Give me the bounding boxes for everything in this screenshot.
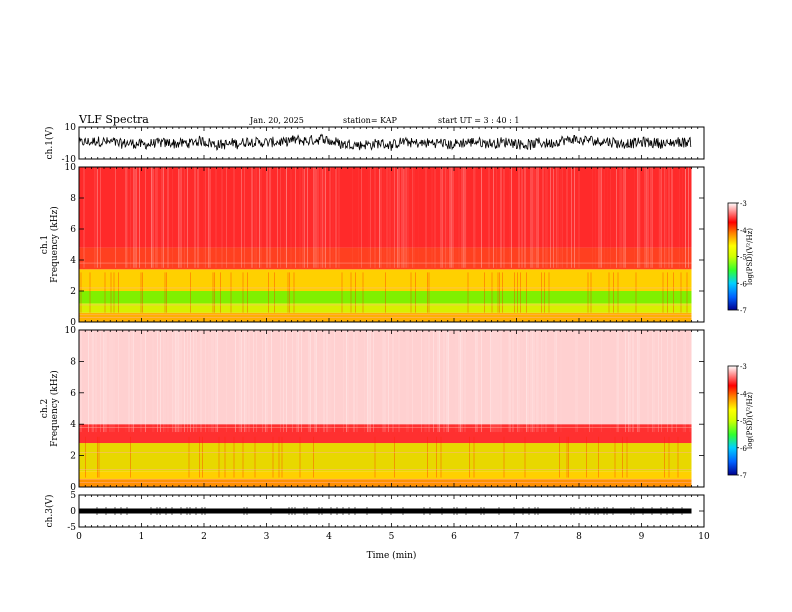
ch2-spectrogram-panel: 0 2 4 6 8 10 ch.2 Frequency (kHz) — [40, 326, 705, 493]
y-axis-label: ch.1(V) — [44, 127, 55, 160]
y-tick-label: -10 — [62, 155, 77, 165]
x-axis-label: Time (min) — [367, 550, 417, 561]
colorbar-tick-label: -4 — [740, 390, 747, 398]
colorbar-tick-label: -6 — [740, 280, 747, 288]
x-tick-label: 1 — [139, 532, 145, 542]
spectral-band — [79, 291, 692, 304]
header-date: Jan. 20, 2025 — [249, 116, 304, 125]
colorbar-label: log(PSD)(V²/Hz) — [746, 392, 754, 449]
y-tick-label: 4 — [70, 256, 76, 266]
colorbar-scale — [727, 365, 738, 476]
ch1-waveform-line — [78, 133, 692, 151]
ch1-waveform-panel: 10 -10 ch.1(V) — [44, 123, 705, 165]
colorbar-scale — [727, 202, 738, 311]
y-tick-label: 10 — [65, 123, 77, 133]
header-station: station= KAP — [343, 116, 398, 125]
x-tick-label: 2 — [201, 532, 207, 542]
y-tick-label: 8 — [70, 194, 76, 204]
ch1-colorbar: -3 -4 -5 -6 -7 log(PSD)(V²/Hz) — [727, 200, 754, 315]
spectral-band — [79, 479, 692, 487]
x-tick-label: 3 — [264, 532, 270, 542]
ch3-waveform-panel: 5 0 -5 ch.3(V) — [44, 491, 705, 533]
y-tick-label: 2 — [70, 287, 76, 297]
y-tick-label: 2 — [70, 452, 76, 462]
y-axis-label: Frequency (kHz) — [49, 370, 60, 447]
y-tick-label: 8 — [70, 357, 76, 367]
colorbar-tick-label: -6 — [740, 445, 747, 453]
y-axis-label: ch.2 — [40, 399, 50, 418]
time-axis: 0 1 2 3 4 5 6 7 8 9 10 Time (min) — [76, 532, 710, 561]
y-axis-label: ch.3(V) — [44, 495, 55, 528]
colorbar-tick-label: -5 — [740, 254, 747, 262]
y-tick-label: 5 — [70, 491, 76, 501]
colorbar-label: log(PSD)(V²/Hz) — [746, 228, 754, 285]
x-tick-label: 6 — [451, 532, 457, 542]
spectral-band — [79, 167, 692, 248]
y-tick-label: 10 — [65, 163, 77, 173]
spectral-band — [79, 269, 692, 291]
x-tick-label: 7 — [514, 532, 520, 542]
spectral-band — [79, 303, 692, 313]
y-tick-label: 4 — [70, 420, 76, 430]
header-start-ut: start UT = 3 : 40 : 1 — [438, 116, 519, 125]
x-tick-label: 8 — [576, 532, 582, 542]
colorbar-tick-label: -7 — [740, 307, 747, 315]
y-tick-label: 0 — [70, 483, 76, 493]
colorbar-tick-label: -5 — [740, 418, 747, 426]
y-tick-label: 0 — [70, 507, 76, 517]
spectral-band — [79, 443, 692, 472]
x-tick-label: 5 — [389, 532, 395, 542]
colorbar-tick-label: -7 — [740, 472, 747, 480]
y-axis-label: Frequency (kHz) — [49, 206, 60, 283]
spectral-band — [79, 247, 692, 270]
y-tick-label: 10 — [65, 326, 77, 336]
y-tick-label: -5 — [67, 523, 76, 533]
y-axis-label: ch.1 — [40, 235, 50, 254]
x-tick-label: 4 — [326, 532, 332, 542]
spectral-band — [79, 330, 692, 425]
ch2-colorbar: -3 -4 -5 -6 -7 log(PSD)(V²/Hz) — [727, 363, 754, 480]
spectral-band — [79, 424, 692, 444]
x-tick-label: 10 — [698, 532, 710, 542]
ch3-waveform-line — [79, 508, 692, 514]
ch1-spectrogram-panel: 0 2 4 6 8 10 ch.1 Frequency (kHz) — [40, 163, 705, 328]
spectral-band — [79, 471, 692, 480]
y-tick-label: 0 — [70, 318, 76, 328]
y-tick-label: 6 — [70, 389, 76, 399]
figure-title: VLF Spectra — [78, 113, 149, 126]
x-tick-label: 0 — [76, 532, 82, 542]
y-tick-label: 6 — [70, 225, 76, 235]
colorbar-tick-label: -4 — [740, 227, 747, 235]
x-tick-label: 9 — [639, 532, 645, 542]
colorbar-tick-label: -3 — [740, 363, 747, 371]
colorbar-tick-label: -3 — [740, 200, 747, 208]
